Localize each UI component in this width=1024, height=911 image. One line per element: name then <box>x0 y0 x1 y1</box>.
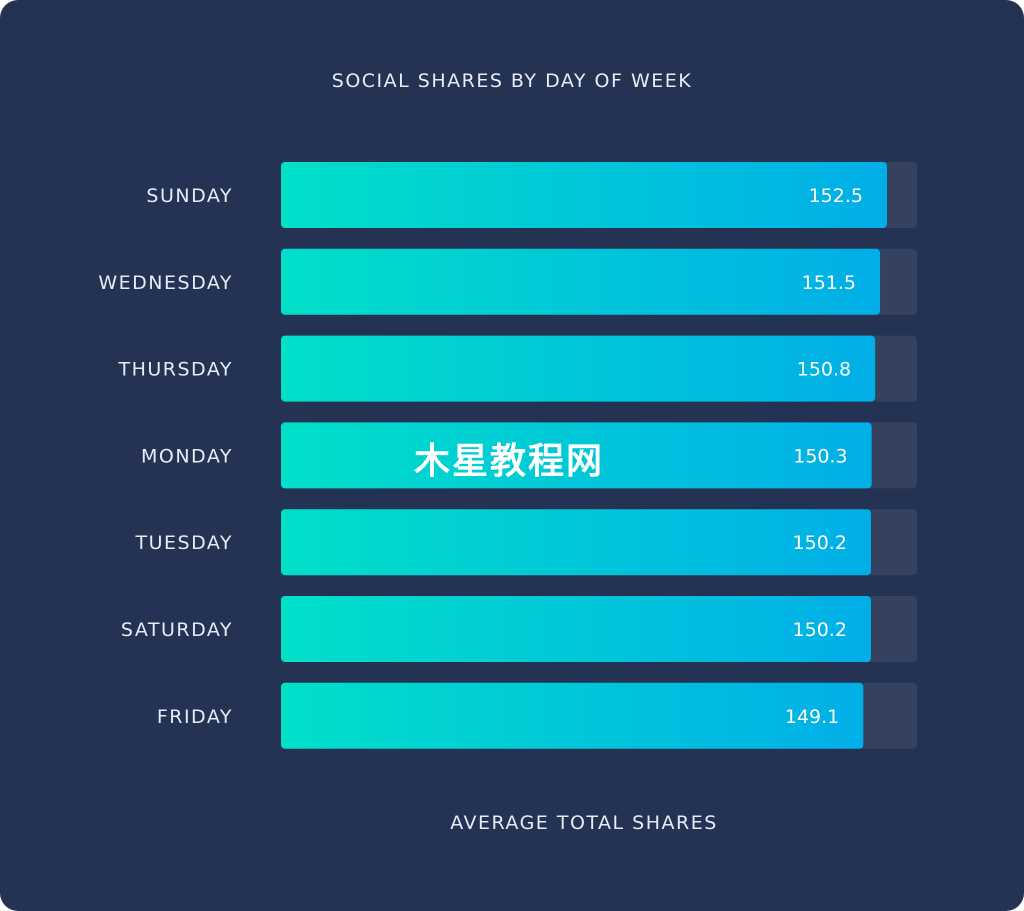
category-label-tuesday: TUESDAY <box>134 532 233 554</box>
category-label-saturday: SATURDAY <box>121 619 233 641</box>
value-label-thursday: 150.8 <box>797 359 851 381</box>
value-label-sunday: 152.5 <box>809 185 863 207</box>
category-label-friday: FRIDAY <box>157 706 233 728</box>
bar-friday <box>281 682 864 749</box>
category-label-thursday: THURSDAY <box>118 359 234 381</box>
category-label-monday: MONDAY <box>141 445 233 467</box>
bar-tuesday <box>281 509 871 576</box>
bar-saturday <box>281 596 871 662</box>
bar-wednesday <box>281 248 881 315</box>
x-axis-label: AVERAGE TOTAL SHARES <box>450 812 718 834</box>
bar-monday <box>281 422 872 489</box>
value-label-monday: 150.3 <box>793 445 847 467</box>
category-label-sunday: SUNDAY <box>146 185 233 207</box>
watermark-text: 木星教程网 <box>414 441 605 482</box>
category-label-wednesday: WEDNESDAY <box>98 272 233 294</box>
bar-sunday <box>281 162 887 228</box>
bar-thursday <box>281 335 876 402</box>
chart-title: SOCIAL SHARES BY DAY OF WEEK <box>331 70 693 92</box>
value-label-wednesday: 151.5 <box>802 272 856 294</box>
value-label-tuesday: 150.2 <box>793 532 847 554</box>
value-label-friday: 149.1 <box>785 706 839 728</box>
value-label-saturday: 150.2 <box>793 619 847 641</box>
